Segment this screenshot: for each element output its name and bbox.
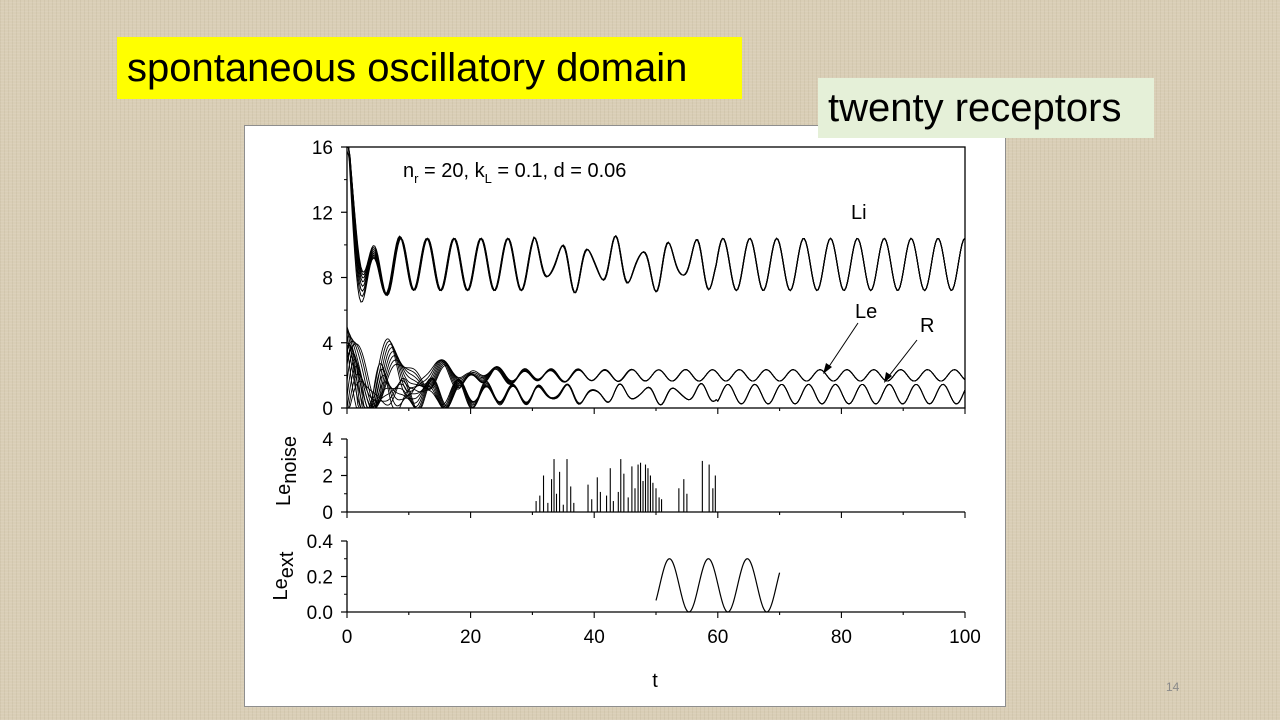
le-arrow-head <box>823 363 832 374</box>
page-number: 14 <box>1166 680 1180 694</box>
noise-spikes <box>535 459 716 512</box>
top-y-tick-label: 4 <box>322 334 333 355</box>
bottom-panel-ticks: 0.0 0.2 0.4 0 20 40 60 80 100 <box>307 532 981 648</box>
middle-y-tick-label: 2 <box>322 467 333 488</box>
le-ext-curve <box>655 558 781 613</box>
series-label-li: Li <box>851 202 867 224</box>
top-panel-ticks: 0 4 8 12 16 <box>312 138 966 420</box>
bottom-panel: 0.0 0.2 0.4 0 20 40 60 80 100 Leext t <box>270 532 981 692</box>
series-label-r: R <box>920 315 934 337</box>
top-y-tick-label: 16 <box>312 138 333 159</box>
x-tick-label: 0 <box>342 627 353 648</box>
x-tick-label: 20 <box>460 627 481 648</box>
x-tick-label: 80 <box>831 627 852 648</box>
middle-y-tick-label: 0 <box>322 503 333 524</box>
top-panel-annotation: nr = 20, kL = 0.1, d = 0.06 <box>403 160 626 186</box>
figure-panel: 0 4 8 12 16 nr = 20, kL = 0.1, d = 0.06 Li L… <box>244 125 1006 707</box>
top-y-tick-label: 0 <box>322 399 333 420</box>
top-panel: 0 4 8 12 16 nr = 20, kL = 0.1, d = 0.06 Li L… <box>312 138 966 420</box>
middle-panel-ticks: 0 2 4 <box>322 430 966 524</box>
r-arrow-line <box>888 339 918 377</box>
bottom-y-tick-label: 0.0 <box>307 603 333 624</box>
x-tick-label: 100 <box>949 627 981 648</box>
top-panel-frame <box>346 146 966 409</box>
le-curve <box>346 338 966 409</box>
middle-y-tick-label: 4 <box>322 430 333 451</box>
oscillation-figure: 0 4 8 12 16 nr = 20, kL = 0.1, d = 0.06 Li L… <box>270 138 981 692</box>
top-panel-curves <box>346 146 966 409</box>
bottom-y-tick-label: 0.4 <box>307 532 334 553</box>
x-tick-label: 60 <box>707 627 728 648</box>
middle-panel-ylabel: Lenoise <box>273 436 301 506</box>
top-y-tick-label: 12 <box>312 203 333 224</box>
r-arrow-head <box>884 372 892 383</box>
li-curve <box>346 146 966 303</box>
slide-subtitle: twenty receptors <box>818 78 1154 138</box>
series-label-le: Le <box>855 301 877 323</box>
middle-panel: 0 2 4 Lenoise <box>273 430 966 524</box>
bottom-y-tick-label: 0.2 <box>307 568 333 589</box>
le-arrow-line <box>827 322 859 369</box>
bottom-panel-ylabel: Leext <box>270 551 298 600</box>
top-y-tick-label: 8 <box>322 269 333 290</box>
slide-title: spontaneous oscillatory domain <box>117 37 742 99</box>
x-tick-label: 40 <box>584 627 605 648</box>
x-axis-label: t <box>652 670 658 692</box>
r-curve <box>346 342 966 409</box>
